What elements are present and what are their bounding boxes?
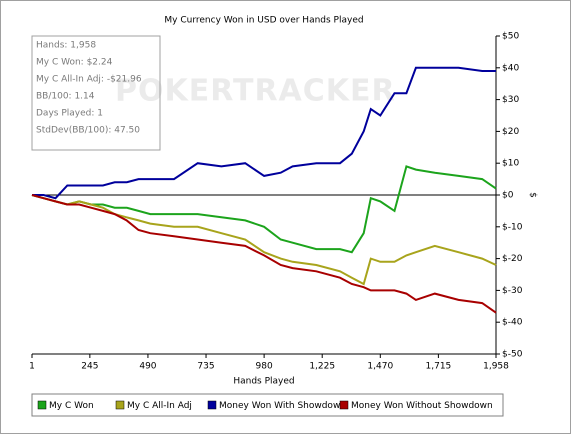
x-tick-label: 1,958 — [483, 362, 509, 372]
x-tick-label: 1,715 — [426, 362, 452, 372]
y-tick-label: $-30 — [502, 286, 523, 296]
y-tick-label: $0 — [502, 191, 514, 201]
stat-line: Hands: 1,958 — [36, 41, 96, 51]
x-tick-label: 1 — [29, 362, 35, 372]
y-tick-label: $50 — [502, 32, 519, 42]
legend-swatch — [37, 400, 47, 410]
y-tick-label: $-40 — [502, 318, 523, 328]
y-tick-label: $20 — [502, 127, 519, 137]
y-axis-label: $ — [528, 192, 538, 198]
stats-box — [31, 35, 161, 151]
watermark: POKERTRACKER — [115, 74, 396, 109]
y-tick-label: $-50 — [502, 350, 523, 360]
stat-line: Days Played: 1 — [36, 109, 103, 119]
series-line — [31, 194, 497, 286]
series-line — [32, 66, 496, 200]
stat-line: BB/100: 1.14 — [36, 92, 95, 102]
legend-label: My C All-In Adj — [127, 401, 192, 411]
y-tick-label: $-10 — [502, 222, 523, 232]
legend-label: Money Won Without Showdown — [351, 401, 493, 411]
x-tick-label: 1,225 — [309, 362, 335, 372]
x-axis-label: Hands Played — [233, 377, 294, 387]
legend-swatch — [115, 400, 125, 410]
legend-swatch — [339, 400, 349, 410]
y-tick-label: $30 — [502, 95, 519, 105]
stat-line: StdDev(BB/100): 47.50 — [36, 126, 140, 136]
legend-label: Money Won With Showdown — [219, 401, 346, 411]
series-line — [31, 194, 497, 314]
y-tick-label: $40 — [502, 63, 519, 73]
legend-swatch — [207, 400, 217, 410]
x-tick-label: 245 — [81, 362, 98, 372]
legend-box — [31, 393, 504, 417]
x-tick-label: 735 — [197, 362, 214, 372]
x-tick-label: 490 — [139, 362, 156, 372]
legend-label: My C Won — [49, 401, 94, 411]
chart-title: My Currency Won in USD over Hands Played — [164, 16, 363, 26]
y-tick-label: $-20 — [502, 254, 523, 264]
y-tick-label: $10 — [502, 159, 519, 169]
x-tick-label: 1,470 — [367, 362, 393, 372]
stat-line: My C All-In Adj: -$21.96 — [36, 75, 142, 85]
x-tick-label: 980 — [256, 362, 273, 372]
stat-line: My C Won: $2.24 — [36, 58, 113, 68]
